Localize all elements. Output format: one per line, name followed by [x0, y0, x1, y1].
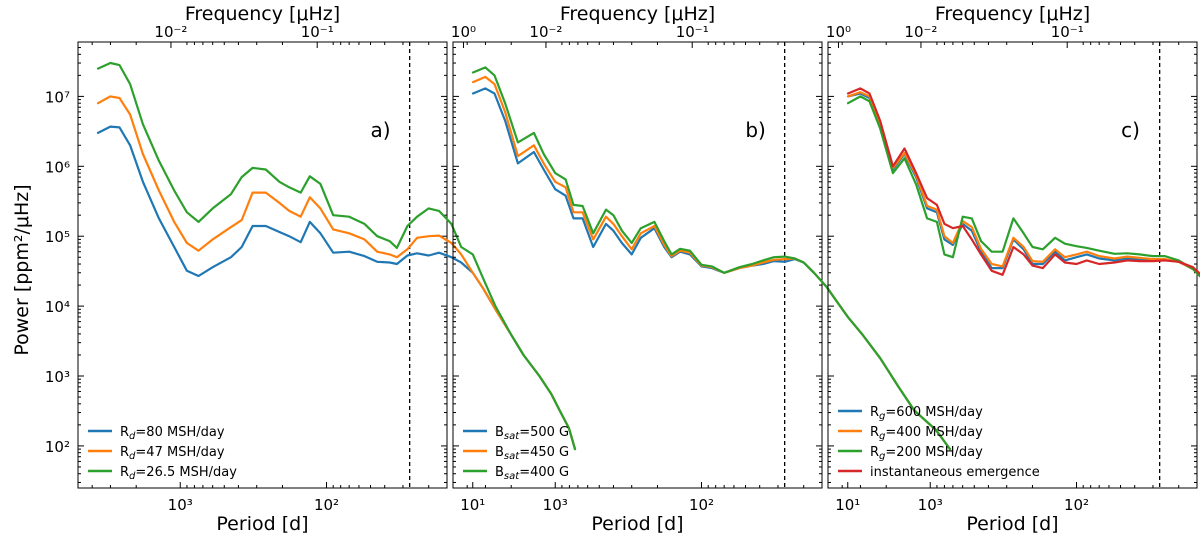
legend-entry: Rd=26.5 MSH/day — [120, 465, 237, 482]
series-line — [96, 61, 577, 451]
legend-entry: Rd=47 MSH/day — [120, 445, 225, 462]
x-tick-label: 10² — [689, 496, 714, 514]
series-line — [471, 75, 952, 451]
legend-entry: Bsat=500 G — [495, 425, 569, 442]
panel-label: b) — [745, 118, 766, 142]
top-axis-label: Frequency [μHz] — [935, 3, 1090, 25]
panels: 10³ 10² 10¹ 10⁻² 10⁻¹ 10⁰ 10² 10³ 10⁴ 10⁵ 10⁶ 10⁷ Pe… — [45, 3, 1200, 535]
y-tick-label: 10⁴ — [45, 298, 70, 316]
panel-a: 10³ 10² 10¹ 10⁻² 10⁻¹ 10⁰ 10² 10³ 10⁴ 10⁵ 10⁶ 10⁷ Pe… — [45, 3, 577, 535]
series-line — [471, 66, 952, 451]
top-tick-label: 10⁻² — [529, 23, 562, 41]
x-tick-label: 10² — [314, 496, 339, 514]
panel-label: c) — [1121, 118, 1140, 142]
series-line — [471, 87, 952, 451]
series-line — [846, 87, 1200, 276]
x-axis-label: Period [d] — [216, 513, 308, 535]
legend-entry: Rg=600 MSH/day — [870, 405, 983, 422]
x-tick-label: 10³ — [168, 496, 193, 514]
top-tick-label: 10⁻¹ — [676, 23, 709, 41]
series-line — [96, 125, 577, 451]
x-axis-label: Period [d] — [591, 513, 683, 535]
y-tick-label: 10⁵ — [45, 228, 70, 246]
y-tick-label: 10⁷ — [45, 88, 70, 106]
x-tick-label: 10³ — [543, 496, 568, 514]
legend-entry: Rd=80 MSH/day — [120, 425, 225, 442]
top-tick-label: 10⁻¹ — [301, 23, 334, 41]
y-tick-label: 10³ — [45, 368, 70, 386]
series-line — [846, 95, 1200, 278]
series-line — [96, 95, 577, 451]
x-tick-label: 10² — [1064, 496, 1089, 514]
top-axis-label: Frequency [μHz] — [560, 3, 715, 25]
y-axis-label: Power [ppm²/μHz] — [11, 184, 33, 355]
top-tick-label: 10⁻² — [904, 23, 937, 41]
legend-entry: Bsat=450 G — [495, 445, 569, 462]
panel-b: 10³ 10² 10¹ 10⁻² 10⁻¹ 10⁰ Period [d] Frequency … — [452, 3, 952, 535]
plot-frame — [827, 41, 1198, 489]
top-tick-label: 10⁻¹ — [1051, 23, 1084, 41]
plot-frame — [77, 41, 448, 489]
panel-label: a) — [371, 118, 391, 142]
legend-entry: Bsat=400 G — [495, 465, 569, 482]
top-tick-label: 10⁻² — [154, 23, 187, 41]
top-axis-label: Frequency [μHz] — [185, 3, 340, 25]
y-tick-label: 10² — [45, 438, 70, 456]
top-tick-label: 10⁰ — [826, 23, 851, 41]
plot-frame — [452, 41, 823, 489]
y-tick-label: 10⁶ — [45, 158, 70, 176]
legend-entry: Rg=200 MSH/day — [870, 445, 983, 462]
x-tick-label: 10¹ — [835, 496, 860, 514]
legend-entry: Rg=400 MSH/day — [870, 425, 983, 442]
legend-entry: instantaneous emergence — [870, 465, 1040, 480]
series-line — [846, 91, 1200, 278]
series-line — [846, 92, 1200, 278]
top-tick-label: 10⁰ — [451, 23, 476, 41]
x-tick-label: 10³ — [918, 496, 943, 514]
panel-c: 10³ 10² 10¹ 10⁻² 10⁻¹ 10⁰ Period [d] Frequency … — [827, 3, 1200, 535]
x-tick-label: 10¹ — [460, 496, 485, 514]
x-axis-label: Period [d] — [966, 513, 1058, 535]
